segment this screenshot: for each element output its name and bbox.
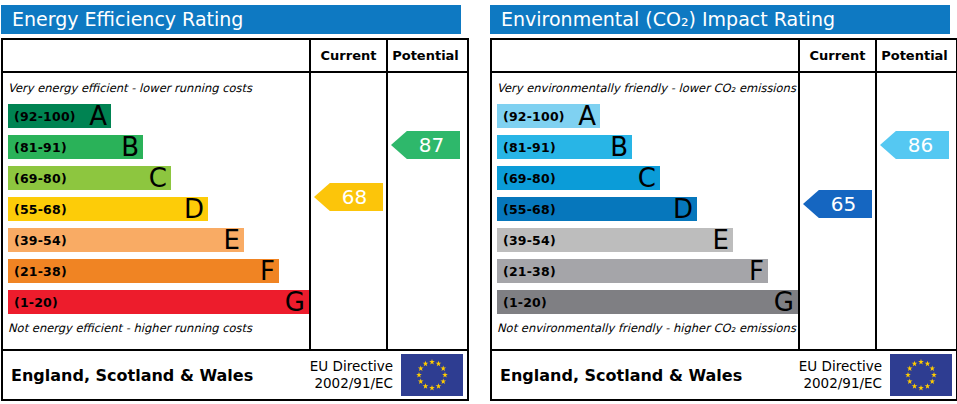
band-letter: D [673,198,697,220]
potential-column-header: Potential [875,40,952,71]
band-letter: F [749,260,768,282]
potential-column: 86 [875,73,952,349]
band-range: (81-91) [497,140,556,155]
band-letter: E [713,229,733,251]
band-range: (1-20) [8,295,58,310]
energy-efficiency-panel: Energy Efficiency Rating Current Potenti… [0,0,468,404]
table-footer: England, Scotland & Wales EU Directive 2… [492,349,956,399]
band-range: (55-68) [8,202,67,217]
band-row-g: (1-20) G [8,290,309,314]
eu-directive-label: EU Directive 2002/91/EC [310,358,401,392]
eu-directive-line1: EU Directive [799,358,882,375]
band-row-c: (69-80) C [497,166,660,190]
bands-area: Very environmentally friendly - lower CO… [492,73,798,349]
region-label: England, Scotland & Wales [492,366,799,385]
band-range: (69-80) [8,171,67,186]
current-column-header: Current [309,40,386,71]
band-row-f: (21-38) F [8,259,279,283]
current-column: 68 [309,73,386,349]
eu-directive-line2: 2002/91/EC [799,375,882,392]
band-letter: G [774,291,798,313]
environmental-impact-panel: Environmental (CO₂) Impact Rating Curren… [489,0,957,404]
current-rating-arrow: 65 [803,190,872,218]
band-letter: G [285,291,309,313]
region-label: England, Scotland & Wales [3,366,310,385]
band-range: (1-20) [497,295,547,310]
potential-column: 87 [386,73,463,349]
rating-table: Current Potential Very environmentally f… [490,38,957,401]
band-range: (55-68) [497,202,556,217]
potential-rating-value: 87 [419,133,444,157]
band-range: (69-80) [497,171,556,186]
band-row-f: (21-38) F [497,259,768,283]
bands-area: Very energy efficient - lower running co… [3,73,309,349]
current-column-header: Current [798,40,875,71]
band-row-c: (69-80) C [8,166,171,190]
band-letter: B [121,136,143,158]
band-letter: D [184,198,208,220]
eu-flag-icon [401,354,463,396]
band-row-b: (81-91) B [8,135,143,159]
eu-directive-line1: EU Directive [310,358,393,375]
potential-column-header: Potential [386,40,463,71]
band-row-a: (92-100) A [497,104,600,128]
table-header: Current Potential [492,40,956,73]
bottom-note: Not environmentally friendly - higher CO… [497,321,798,335]
eu-directive-label: EU Directive 2002/91/EC [799,358,890,392]
potential-rating-arrow: 87 [391,131,460,159]
table-body: Very environmentally friendly - lower CO… [492,73,956,349]
top-note: Very environmentally friendly - lower CO… [497,81,798,95]
rating-table: Current Potential Very energy efficient … [1,38,469,401]
band-range: (39-54) [497,233,556,248]
band-row-e: (39-54) E [497,228,733,252]
band-range: (81-91) [8,140,67,155]
band-letter: B [610,136,632,158]
table-body: Very energy efficient - lower running co… [3,73,467,349]
potential-rating-arrow: 86 [880,131,949,159]
band-range: (92-100) [497,109,565,124]
table-footer: England, Scotland & Wales EU Directive 2… [3,349,467,399]
band-row-e: (39-54) E [8,228,244,252]
band-letter: E [224,229,244,251]
eu-flag-icon [890,354,952,396]
band-row-b: (81-91) B [497,135,632,159]
band-row-a: (92-100) A [8,104,111,128]
top-note: Very energy efficient - lower running co… [8,81,309,95]
band-range: (39-54) [8,233,67,248]
eu-directive-line2: 2002/91/EC [310,375,393,392]
band-row-d: (55-68) D [8,197,208,221]
band-row-g: (1-20) G [497,290,798,314]
bottom-note: Not energy efficient - higher running co… [8,321,309,335]
band-letter: F [260,260,279,282]
current-rating-value: 65 [831,192,856,216]
band-range: (92-100) [8,109,76,124]
table-header: Current Potential [3,40,467,73]
band-letter: A [578,105,600,127]
band-letter: C [149,167,171,189]
header-spacer [3,40,309,71]
current-rating-value: 68 [342,185,367,209]
current-column: 65 [798,73,875,349]
band-range: (21-38) [497,264,556,279]
band-row-d: (55-68) D [497,197,697,221]
band-range: (21-38) [8,264,67,279]
panel-title: Environmental (CO₂) Impact Rating [490,5,950,34]
current-rating-arrow: 68 [314,183,383,211]
panel-title: Energy Efficiency Rating [1,5,461,34]
band-letter: A [89,105,111,127]
potential-rating-value: 86 [908,133,933,157]
header-spacer [492,40,798,71]
band-letter: C [638,167,660,189]
